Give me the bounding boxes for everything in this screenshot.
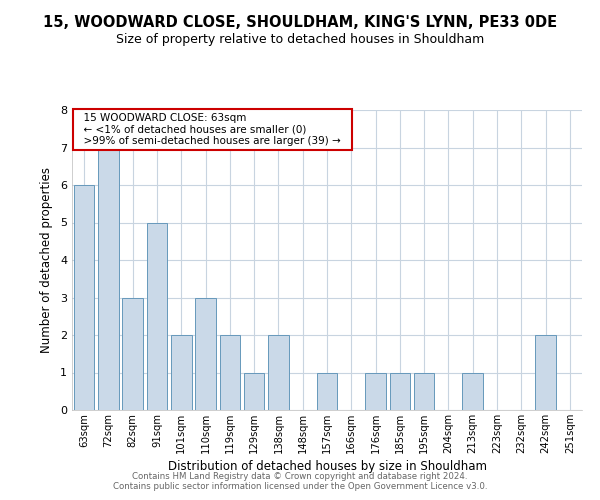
Bar <box>171 335 191 410</box>
Bar <box>244 372 265 410</box>
Bar <box>98 148 119 410</box>
Text: Contains public sector information licensed under the Open Government Licence v3: Contains public sector information licen… <box>113 482 487 491</box>
Text: 15, WOODWARD CLOSE, SHOULDHAM, KING'S LYNN, PE33 0DE: 15, WOODWARD CLOSE, SHOULDHAM, KING'S LY… <box>43 15 557 30</box>
Bar <box>414 372 434 410</box>
X-axis label: Distribution of detached houses by size in Shouldham: Distribution of detached houses by size … <box>167 460 487 473</box>
Text: Contains HM Land Registry data © Crown copyright and database right 2024.: Contains HM Land Registry data © Crown c… <box>132 472 468 481</box>
Bar <box>146 222 167 410</box>
Bar <box>220 335 240 410</box>
Bar <box>195 298 216 410</box>
Text: 15 WOODWARD CLOSE: 63sqm
  ← <1% of detached houses are smaller (0)
  >99% of se: 15 WOODWARD CLOSE: 63sqm ← <1% of detach… <box>77 113 347 146</box>
Bar <box>122 298 143 410</box>
Bar <box>317 372 337 410</box>
Text: Size of property relative to detached houses in Shouldham: Size of property relative to detached ho… <box>116 32 484 46</box>
Bar <box>463 372 483 410</box>
Bar <box>535 335 556 410</box>
Bar <box>389 372 410 410</box>
Y-axis label: Number of detached properties: Number of detached properties <box>40 167 53 353</box>
Bar <box>74 185 94 410</box>
Bar <box>268 335 289 410</box>
Bar <box>365 372 386 410</box>
